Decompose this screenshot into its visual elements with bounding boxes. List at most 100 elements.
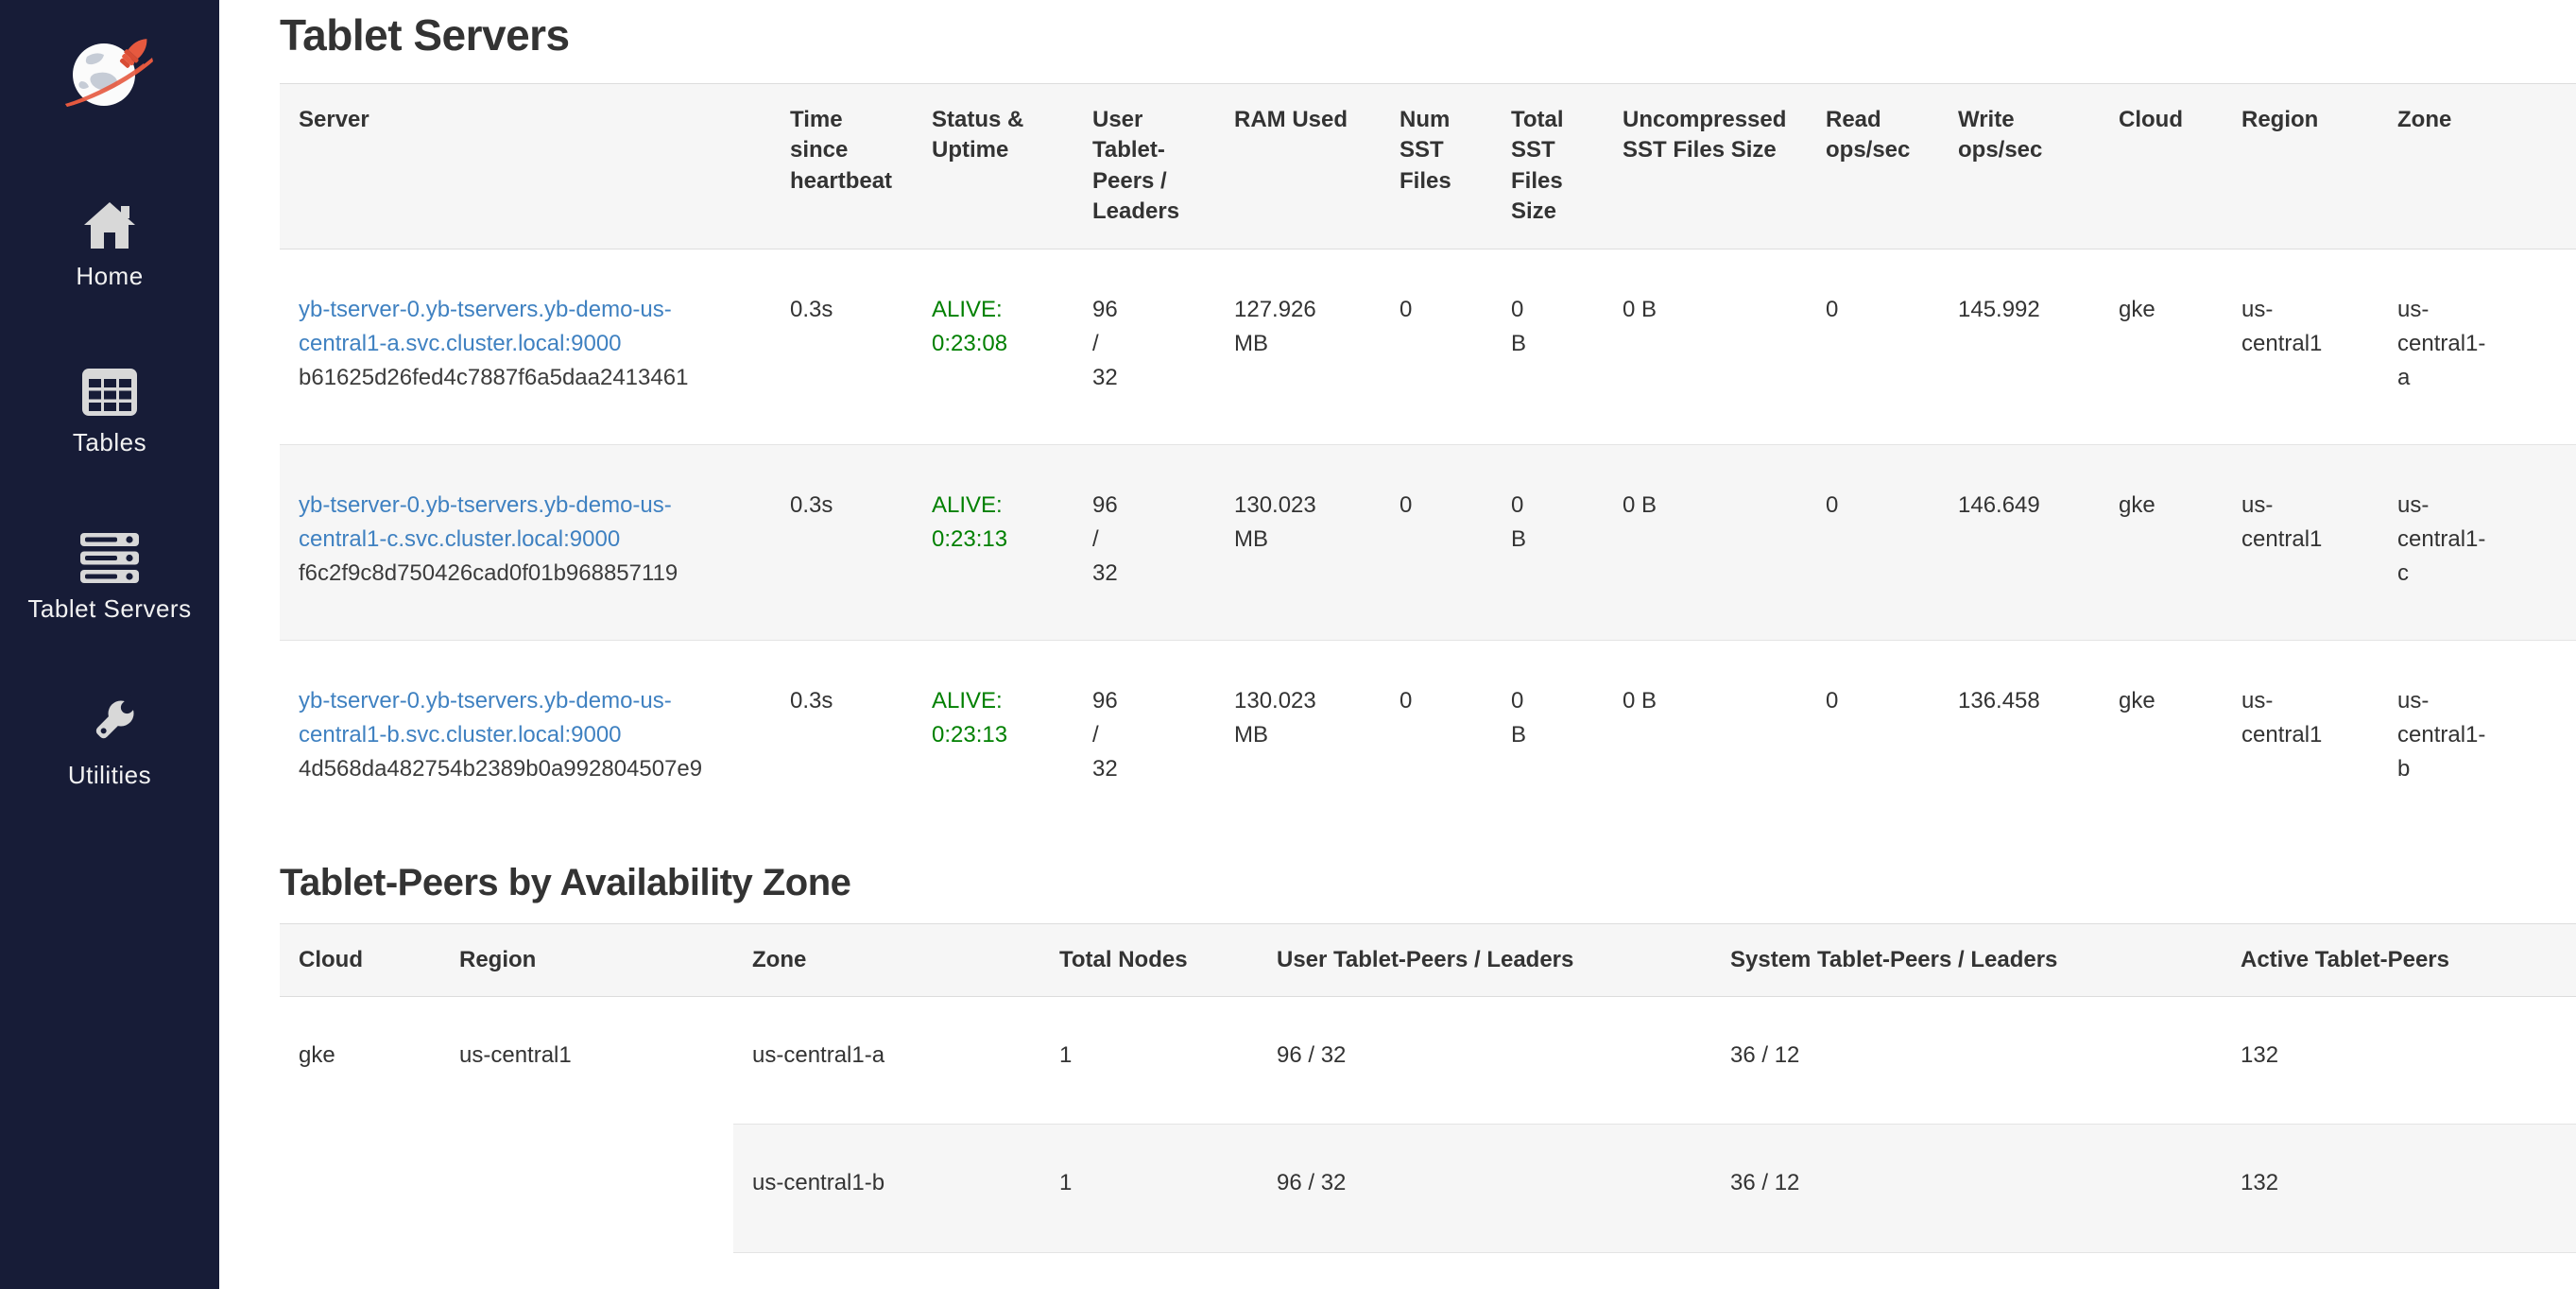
uncompressed-sst-cell: 0 B [1604, 443, 1807, 641]
column-header-user-peers: User Tablet-Peers / Leaders [1073, 83, 1215, 249]
server-uuid: 4d568da482754b2389b0a992804507e9 [299, 755, 703, 782]
tablet-servers-table: Server Time since heartbeat Status & Upt… [280, 83, 2576, 835]
table-row: us-central1-c 1 96 / 32 36 / 12 132 [280, 1251, 2576, 1289]
column-header-region: Region [2223, 83, 2379, 249]
sidebar-item-label: Tables [72, 428, 147, 456]
column-header-system-peers: System Tablet-Peers / Leaders [1711, 922, 2222, 997]
column-header-heartbeat: Time since heartbeat [771, 83, 913, 249]
cloud-cell: gke [2119, 296, 2155, 322]
status-badge: ALIVE: 0:23:13 [932, 687, 1008, 748]
cloud-cell: gke [299, 1041, 335, 1068]
total-sst-size-cell: 0 B [1511, 491, 1527, 552]
ram-used-cell: 130.023 MB [1234, 491, 1316, 552]
server-uuid: b61625d26fed4c7887f6a5daa2413461 [299, 364, 689, 390]
system-peers-cell: 36 / 12 [1730, 1041, 1800, 1068]
table-row: yb-tserver-0.yb-tservers.yb-demo-us-cent… [280, 443, 2576, 641]
status-badge: ALIVE: 0:23:08 [932, 296, 1008, 356]
table-row: us-central1-b 1 96 / 32 36 / 12 132 [280, 1124, 2576, 1253]
column-header-total-sst: Total SST Files Size [1492, 83, 1604, 249]
zone-cell: us-central1-b [2397, 687, 2486, 782]
read-ops-cell: 0 [1807, 443, 1939, 641]
heartbeat-cell: 0.3s [771, 443, 913, 641]
server-link[interactable]: yb-tserver-0.yb-tservers.yb-demo-us-cent… [299, 296, 672, 356]
read-ops-cell: 0 [1807, 639, 1939, 835]
user-peers-cell: 96 / 32 [1258, 1251, 1711, 1289]
total-sst-size-cell: 0 B [1511, 296, 1527, 356]
column-header-num-sst: Num SST Files [1381, 83, 1492, 249]
column-header-active-peers: Active Tablet-Peers [2222, 922, 2576, 997]
logo-globe-rocket-icon [65, 39, 153, 107]
num-sst-cell: 0 [1381, 443, 1492, 641]
write-ops-cell: 136.458 [1939, 639, 2100, 835]
sidebar-item-label: Home [76, 262, 144, 290]
system-peers-cell: 36 / 12 [1711, 1124, 2222, 1253]
column-header-user-peers: User Tablet-Peers / Leaders [1258, 922, 1711, 997]
sidebar: Home Tables [0, 0, 219, 1289]
ram-used-cell: 130.023 MB [1234, 687, 1316, 748]
active-peers-cell: 132 [2241, 1041, 2279, 1068]
heartbeat-cell: 0.3s [790, 296, 833, 322]
write-ops-cell: 145.992 [1958, 296, 2040, 322]
sidebar-item-utilities[interactable]: Utilities [0, 695, 219, 790]
cloud-cell: gke [2100, 443, 2223, 641]
column-header-ram: RAM Used [1215, 83, 1381, 249]
column-header-uncompressed-sst: Uncompressed SST Files Size [1604, 83, 1807, 249]
column-header-cloud: Cloud [2100, 83, 2223, 249]
active-peers-cell: 132 [2222, 1124, 2576, 1253]
home-icon [83, 198, 136, 253]
column-header-cloud: Cloud [280, 922, 440, 997]
user-peers-cell: 96 / 32 [1092, 296, 1118, 390]
column-header-write-ops: Write ops/sec [1939, 83, 2100, 249]
tables-grid-icon [82, 365, 137, 420]
num-sst-cell: 0 [1400, 296, 1413, 322]
user-peers-cell: 96 / 32 [1092, 491, 1118, 586]
sidebar-item-tablet-servers[interactable]: Tablet Servers [0, 531, 219, 624]
user-peers-cell: 96 / 32 [1277, 1041, 1347, 1068]
column-header-read-ops: Read ops/sec [1807, 83, 1939, 249]
column-header-status: Status & Uptime [913, 83, 1073, 249]
region-cell: us-central1 [2241, 687, 2323, 748]
main-content: Tablet Servers Server Time since heartbe… [219, 9, 2576, 1289]
sidebar-item-label: Utilities [67, 761, 152, 789]
tablet-peers-by-az-table: Cloud Region Zone Total Nodes User Table… [280, 922, 2576, 1289]
zone-cell: us-central1-c [733, 1251, 1040, 1289]
table-header-row: Cloud Region Zone Total Nodes User Table… [280, 922, 2576, 997]
column-header-zone: Zone [733, 922, 1040, 997]
sidebar-item-label: Tablet Servers [27, 594, 192, 623]
region-cell: us-central1 [2241, 296, 2323, 356]
zone-cell: us-central1-c [2397, 491, 2486, 586]
num-sst-cell: 0 [1381, 639, 1492, 835]
total-sst-size-cell: 0 B [1511, 687, 1527, 748]
total-nodes-cell: 1 [1059, 1041, 1073, 1068]
table-row: gke us-central1 us-central1-a 1 96 / 32 … [280, 996, 2576, 1124]
sidebar-item-home[interactable]: Home [0, 198, 219, 291]
zone-cell: us-central1-a [752, 1041, 885, 1068]
user-peers-cell: 96 / 32 [1092, 687, 1118, 782]
system-peers-cell: 36 / 12 [1711, 1251, 2222, 1289]
zone-cell: us-central1-a [2397, 296, 2486, 390]
cloud-cell: gke [2100, 639, 2223, 835]
total-nodes-cell: 1 [1040, 1124, 1258, 1253]
column-header-zone: Zone [2379, 83, 2576, 249]
uncompressed-sst-cell: 0 B [1623, 296, 1657, 322]
column-header-region: Region [440, 922, 733, 997]
table-row: yb-tserver-0.yb-tservers.yb-demo-us-cent… [280, 639, 2576, 835]
table-row: yb-tserver-0.yb-tservers.yb-demo-us-cent… [280, 249, 2576, 444]
region-cell: us-central1 [459, 1041, 572, 1068]
az-section-title: Tablet-Peers by Availability Zone [280, 861, 851, 903]
server-uuid: f6c2f9c8d750426cad0f01b968857119 [299, 559, 678, 586]
active-peers-cell: 132 [2222, 1251, 2576, 1289]
column-header-total-nodes: Total Nodes [1040, 922, 1258, 997]
uncompressed-sst-cell: 0 B [1604, 639, 1807, 835]
read-ops-cell: 0 [1826, 296, 1839, 322]
server-stack-icon [80, 531, 139, 586]
server-link[interactable]: yb-tserver-0.yb-tservers.yb-demo-us-cent… [299, 687, 672, 748]
status-badge: ALIVE: 0:23:13 [932, 491, 1008, 552]
page-title: Tablet Servers [280, 10, 570, 60]
sidebar-item-tables[interactable]: Tables [0, 365, 219, 457]
table-header-row: Server Time since heartbeat Status & Upt… [280, 83, 2576, 249]
server-link[interactable]: yb-tserver-0.yb-tservers.yb-demo-us-cent… [299, 491, 672, 552]
heartbeat-cell: 0.3s [771, 639, 913, 835]
yugabytedb-logo[interactable] [60, 32, 159, 112]
write-ops-cell: 146.649 [1939, 443, 2100, 641]
